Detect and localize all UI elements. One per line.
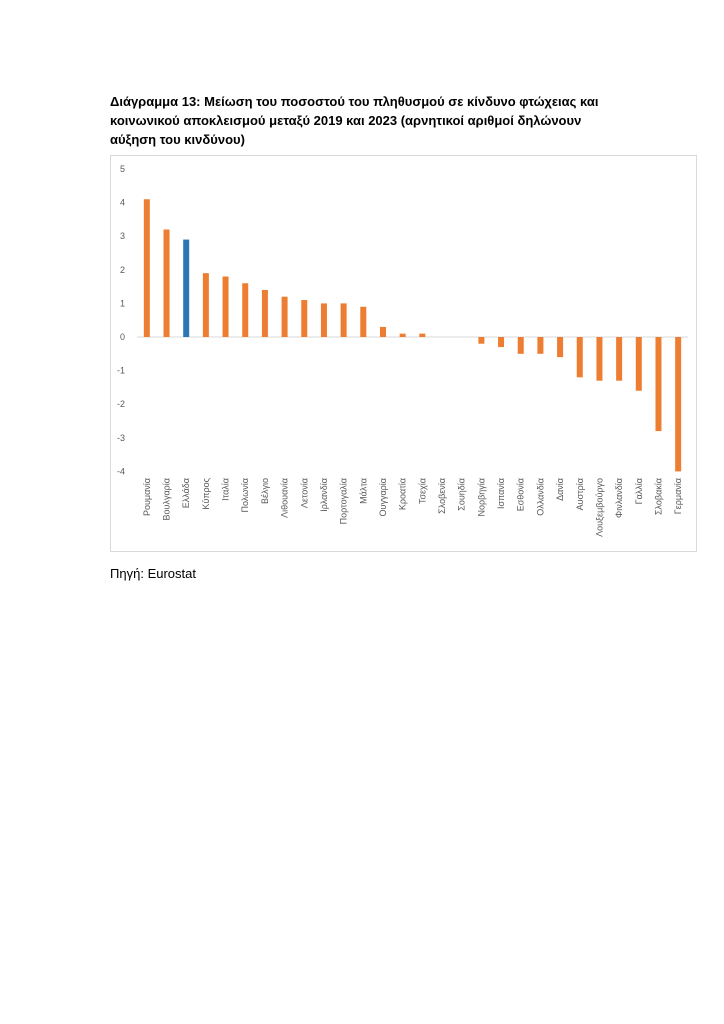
x-tick-label: Εσθονία: [516, 478, 526, 511]
x-tick-label: Λετονία: [299, 478, 309, 508]
x-tick-label: Πορτογαλία: [339, 478, 349, 524]
bar-19: [498, 337, 505, 348]
x-tick-label: Σλοβενία: [437, 478, 447, 514]
x-tick-label: Πολωνία: [240, 478, 250, 512]
x-tick-label: Δανία: [555, 478, 565, 501]
bar-6: [242, 283, 249, 337]
bar-25: [616, 337, 623, 381]
bar-26: [635, 337, 642, 391]
x-tick-label: Βουλγαρία: [162, 478, 172, 520]
bar-24: [596, 337, 603, 381]
x-tick-label: Ελλάδα: [181, 478, 191, 508]
y-tick-label: 4: [120, 198, 125, 208]
bar-chart: 5 4 3 2 1 0 -1 -2 -3 -4 Ρουμανία Βουλγαρία Ελλάδα Κύπ…: [117, 164, 688, 537]
bar-3: [183, 239, 190, 337]
bar-1: [143, 199, 150, 337]
y-tick-label: -1: [117, 366, 125, 376]
bar-13: [379, 326, 386, 337]
bar-14: [399, 333, 406, 337]
x-tick-label: Ισπανία: [496, 478, 506, 509]
x-tick-label: Βέλγιο: [260, 478, 270, 504]
bar-9: [301, 300, 308, 337]
x-tick-label: Σλοβακία: [653, 478, 663, 515]
source-note: Πηγή: Eurostat: [110, 566, 196, 581]
bar-23: [576, 337, 583, 378]
x-tick-label: Κύπρος: [201, 477, 211, 509]
x-tick-label: Μάλτα: [358, 478, 368, 504]
bar-5: [222, 276, 229, 337]
x-tick-label: Σουηδία: [457, 478, 467, 511]
y-tick-label: 3: [120, 231, 125, 241]
bar-18: [478, 337, 485, 344]
bar-7: [261, 289, 268, 337]
bar-20: [517, 337, 524, 354]
bar-4: [202, 273, 209, 337]
x-tick-label: Γερμανία: [673, 478, 683, 514]
bar-11: [340, 303, 347, 337]
x-tick-label: Ολλανδία: [535, 478, 545, 516]
y-tick-label: -4: [117, 466, 125, 476]
x-tick-label: Ιταλία: [221, 478, 231, 501]
x-tick-label: Λιθουανία: [280, 478, 290, 518]
bar-22: [557, 337, 564, 358]
bar-2: [163, 229, 170, 337]
bar-21: [537, 337, 544, 354]
x-tick-label: Λουξεμβούργο: [594, 478, 604, 537]
x-tick-label: Φινλανδία: [614, 478, 624, 518]
x-tick-label: Γαλλία: [634, 478, 644, 504]
x-tick-label: Αυστρία: [575, 478, 585, 510]
y-tick-label: 5: [120, 164, 125, 174]
y-tick-label: 2: [120, 265, 125, 275]
x-tick-label: Νορβηγία: [476, 478, 486, 517]
y-tick-label: 1: [120, 298, 125, 308]
bar-27: [655, 337, 662, 432]
chart-container: 5 4 3 2 1 0 -1 -2 -3 -4 Ρουμανία Βουλγαρία Ελλάδα Κύπ…: [110, 155, 697, 552]
x-tick-label: Τσεχία: [417, 478, 427, 504]
bar-10: [320, 303, 327, 337]
bar-8: [281, 296, 288, 337]
bar-15: [419, 333, 426, 337]
chart-title: Διάγραμμα 13: Μείωση του ποσοστού του πλ…: [110, 94, 599, 147]
x-tick-label: Κροατία: [398, 478, 408, 510]
y-tick-label: 0: [120, 332, 125, 342]
y-tick-label: -3: [117, 433, 125, 443]
y-tick-label: -2: [117, 399, 125, 409]
bar-28: [675, 337, 682, 472]
x-tick-label: Ρουμανία: [142, 478, 152, 516]
x-tick-label: Ιρλανδία: [319, 478, 329, 512]
x-tick-label: Ουγγαρία: [378, 478, 388, 516]
bar-12: [360, 306, 367, 337]
